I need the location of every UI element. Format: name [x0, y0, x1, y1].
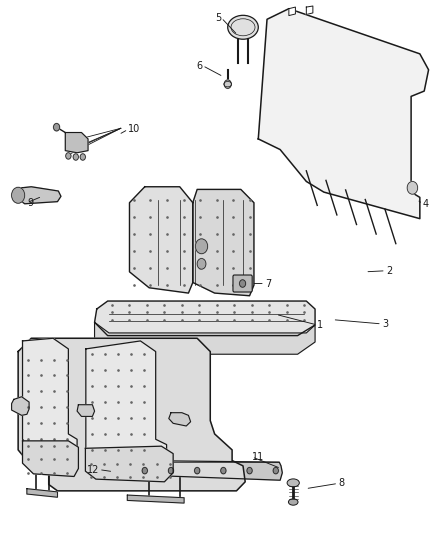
Polygon shape — [22, 338, 77, 455]
Circle shape — [73, 154, 78, 160]
Text: 9: 9 — [27, 198, 33, 208]
Polygon shape — [85, 446, 173, 482]
Circle shape — [407, 181, 418, 194]
Text: 12: 12 — [87, 465, 99, 474]
Circle shape — [240, 280, 246, 287]
Text: 6: 6 — [196, 61, 202, 70]
Circle shape — [80, 154, 85, 160]
Polygon shape — [135, 461, 283, 480]
Polygon shape — [27, 489, 57, 497]
Circle shape — [221, 467, 226, 474]
Circle shape — [168, 467, 173, 474]
Text: 4: 4 — [423, 199, 429, 209]
Circle shape — [194, 467, 200, 474]
Polygon shape — [306, 6, 313, 14]
Ellipse shape — [224, 82, 232, 87]
Circle shape — [66, 153, 71, 159]
Circle shape — [53, 124, 60, 131]
Text: 1: 1 — [317, 320, 323, 330]
Polygon shape — [18, 338, 245, 491]
Polygon shape — [127, 495, 184, 503]
Polygon shape — [193, 189, 254, 296]
Polygon shape — [111, 466, 134, 477]
Circle shape — [142, 467, 148, 474]
Circle shape — [197, 259, 206, 269]
Circle shape — [12, 187, 25, 203]
Polygon shape — [95, 301, 315, 336]
Polygon shape — [95, 322, 315, 354]
Polygon shape — [22, 441, 78, 477]
Text: 8: 8 — [338, 479, 344, 488]
Circle shape — [224, 80, 231, 88]
Polygon shape — [17, 187, 61, 204]
Polygon shape — [169, 413, 191, 426]
Polygon shape — [130, 187, 193, 293]
Text: 7: 7 — [265, 279, 271, 288]
Circle shape — [273, 467, 279, 474]
Text: 3: 3 — [382, 319, 388, 329]
Text: 5: 5 — [215, 13, 221, 23]
Polygon shape — [86, 341, 166, 462]
Ellipse shape — [228, 15, 258, 39]
FancyBboxPatch shape — [233, 275, 252, 292]
Text: 10: 10 — [128, 124, 141, 134]
Polygon shape — [65, 133, 88, 153]
Polygon shape — [258, 9, 428, 219]
Polygon shape — [77, 405, 95, 416]
Polygon shape — [12, 397, 29, 415]
Ellipse shape — [287, 479, 299, 487]
Text: 2: 2 — [386, 266, 392, 276]
Polygon shape — [289, 7, 295, 15]
Circle shape — [247, 467, 252, 474]
Circle shape — [195, 239, 208, 254]
Ellipse shape — [288, 499, 298, 505]
Text: 11: 11 — [252, 452, 264, 462]
